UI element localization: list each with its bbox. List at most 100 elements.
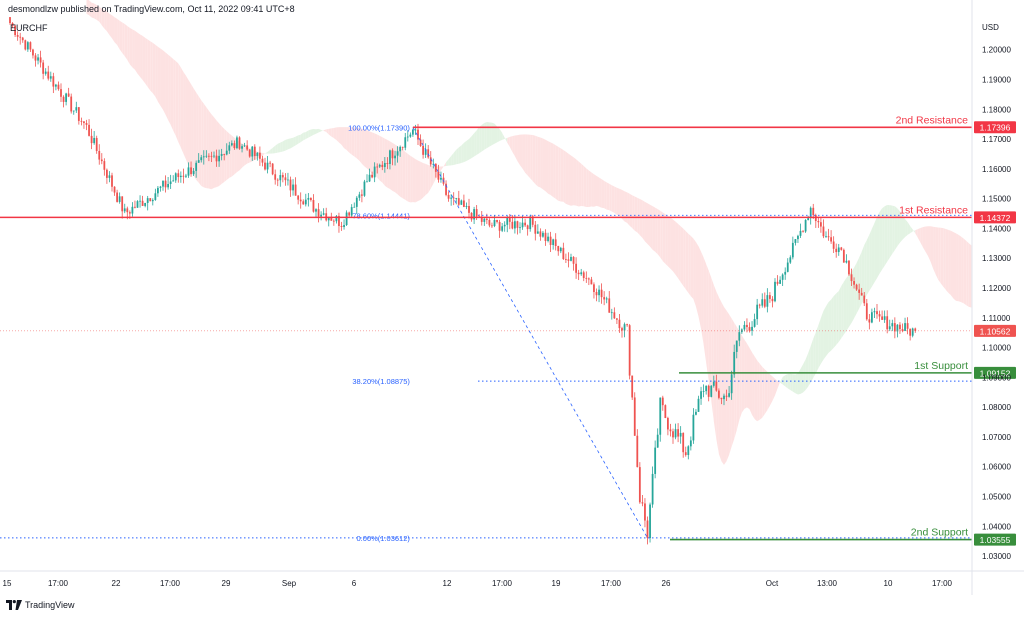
time-tick-label: Sep (282, 579, 297, 588)
cloud-segment (772, 376, 775, 401)
cloud-segment (466, 139, 469, 161)
cloud-segment (637, 197, 640, 236)
cloud-segment (336, 127, 339, 143)
candle (860, 292, 863, 296)
candle (608, 298, 611, 313)
cloud-segment (586, 168, 589, 208)
cloud-segment (933, 226, 936, 275)
candle (190, 167, 192, 175)
candle (820, 222, 822, 227)
level-label: 2nd Support (911, 527, 968, 539)
cloud-segment (137, 32, 141, 77)
cloud-segment (787, 373, 791, 391)
candle (39, 57, 42, 63)
price-tick-label: 1.12000 (982, 284, 1011, 293)
cloud-segment (308, 129, 311, 138)
cloud-segment (953, 232, 957, 301)
cloud-segment (604, 180, 607, 210)
candle (315, 209, 317, 212)
candle (590, 279, 593, 285)
candle (631, 375, 634, 398)
candle (419, 139, 422, 146)
cloud-segment (963, 238, 967, 306)
price-tick-label: 1.20000 (982, 46, 1011, 55)
fib-level-label: 100.00%(1.17390) (348, 123, 410, 132)
candle (552, 239, 555, 245)
candle (383, 162, 386, 168)
candle (465, 205, 468, 207)
cloud-segment (469, 136, 472, 160)
cloud-segment (848, 271, 852, 327)
cloud-segment (400, 148, 403, 199)
candle (16, 35, 19, 37)
level-price-tag (974, 211, 1016, 224)
candle (636, 435, 639, 468)
candle (396, 151, 399, 156)
cloud-segment (356, 127, 360, 161)
candle (386, 162, 389, 164)
candle (531, 216, 534, 225)
cloud-segment (491, 122, 495, 146)
cloud-segment (912, 229, 916, 234)
candle (429, 157, 432, 165)
price-tick-label: 1.18000 (982, 105, 1011, 114)
cloud-segment (823, 306, 826, 360)
candle (832, 241, 835, 249)
cloud-segment (599, 177, 602, 208)
cloud-segment (497, 126, 500, 143)
candle (779, 279, 781, 284)
cloud-segment (593, 174, 597, 207)
candle (616, 318, 618, 320)
candle (141, 200, 144, 206)
cloud-segment (718, 297, 722, 462)
cloud-segment (622, 189, 625, 222)
candle (304, 199, 307, 205)
candle (62, 96, 65, 102)
candle (672, 431, 674, 438)
candle (422, 145, 424, 155)
candle (233, 143, 236, 149)
candle (712, 381, 715, 386)
cloud-segment (545, 139, 549, 194)
candle (394, 155, 396, 159)
cloud-segment (163, 50, 166, 115)
cloud-segment (764, 369, 768, 414)
time-tick-label: 12 (443, 579, 452, 588)
symbol-label: EURCHF (10, 23, 48, 33)
candle (225, 150, 228, 155)
candle (598, 289, 600, 296)
cloud-segment (140, 34, 143, 80)
cloud-segment (479, 124, 482, 154)
price-tick-label: 1.10000 (982, 344, 1011, 353)
cloud-segment (124, 24, 128, 60)
candle (756, 304, 759, 320)
candle (261, 158, 264, 163)
cloud-segment (892, 205, 895, 254)
cloud-segment (316, 128, 319, 134)
cloud-segment (578, 161, 582, 207)
candle (904, 323, 906, 331)
cloud-segment (193, 88, 197, 180)
cloud-segment (527, 134, 531, 179)
price-tick-label: 1.04000 (982, 522, 1011, 531)
candle (562, 247, 565, 260)
cloud-segment (667, 216, 671, 269)
cloud-segment (655, 207, 658, 255)
cloud-segment (627, 192, 630, 226)
cloud-segment (899, 211, 903, 243)
cloud-segment (922, 226, 926, 252)
candle (840, 247, 843, 250)
cloud-segment (520, 134, 523, 169)
candle (567, 259, 570, 261)
candle (417, 129, 419, 140)
candle (106, 169, 108, 178)
candle (93, 137, 96, 144)
candle (67, 93, 70, 97)
tradingview-footer[interactable]: TradingView (6, 598, 75, 612)
cloud-segment (797, 368, 801, 395)
candle (529, 216, 532, 230)
candle (373, 166, 376, 178)
level-price-label: 1.14372 (980, 213, 1011, 223)
